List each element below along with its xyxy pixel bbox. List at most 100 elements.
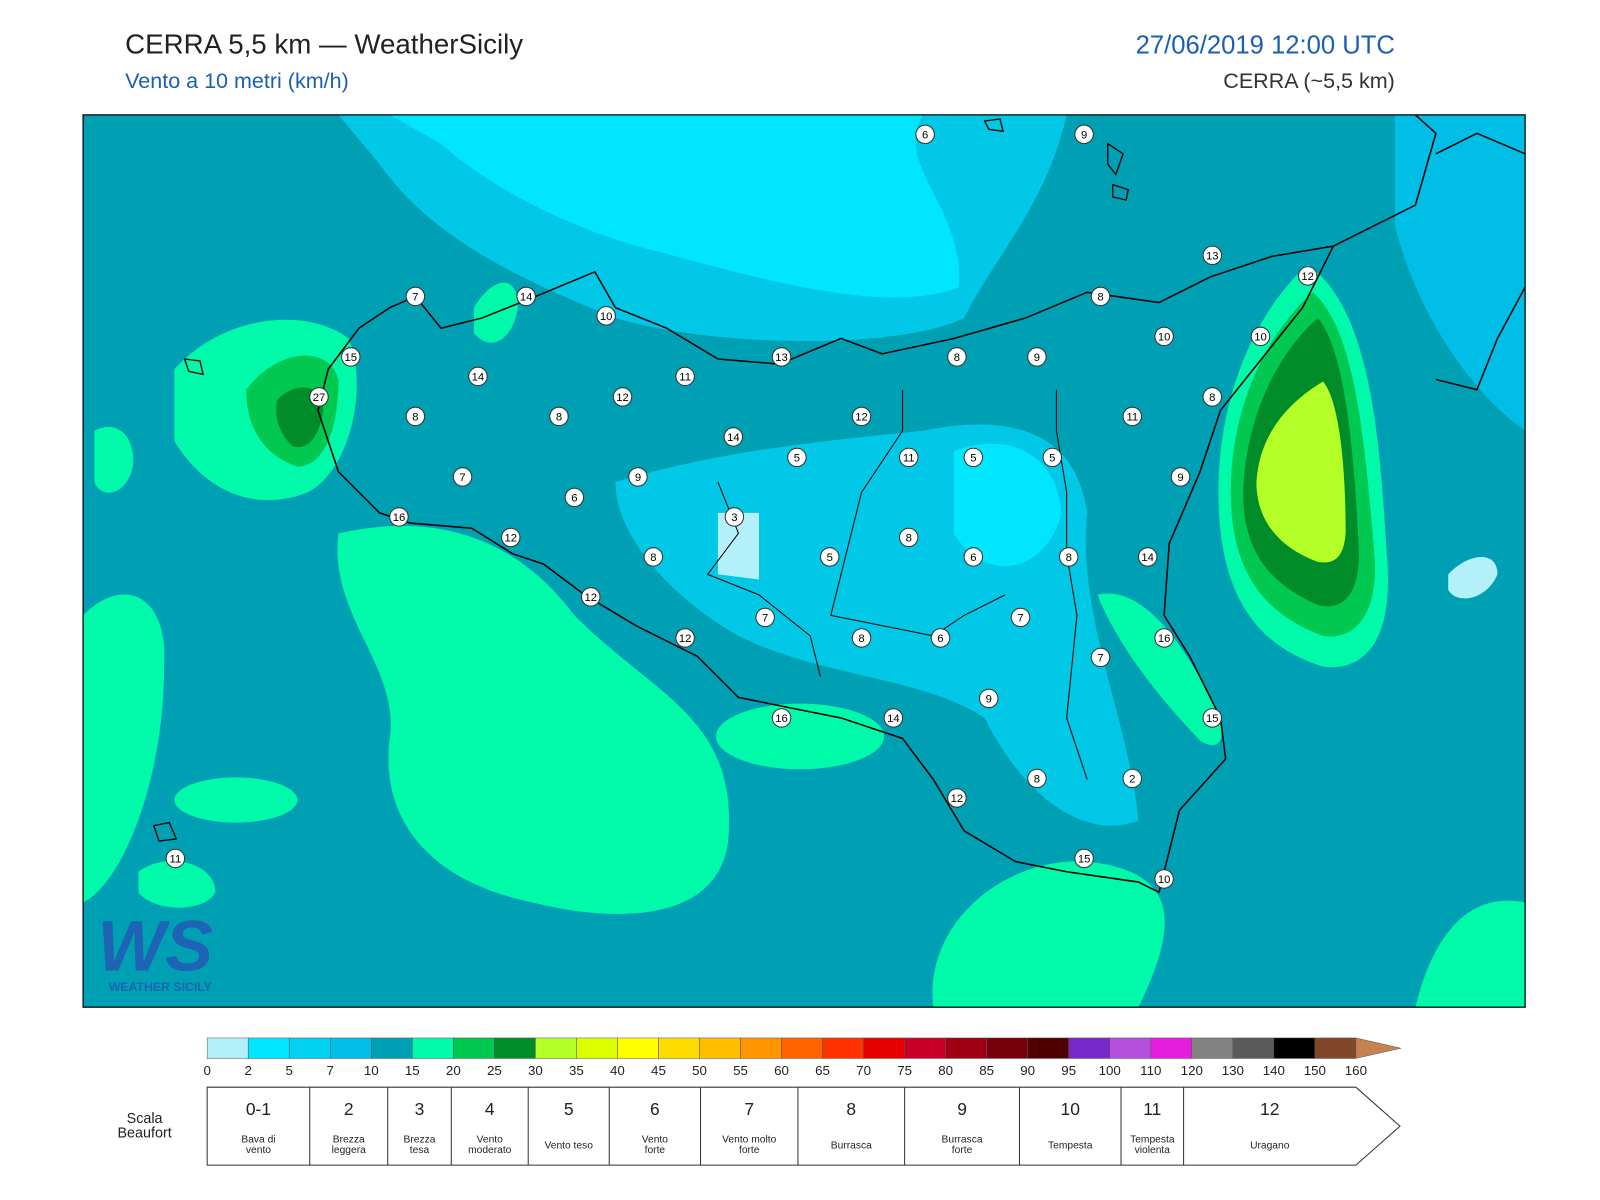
station-marker: [1154, 326, 1174, 347]
station-value: 14: [887, 713, 900, 725]
station-marker: [501, 527, 521, 548]
colorbar-tick-label: 110: [1140, 1063, 1161, 1078]
station-value: 5: [794, 453, 800, 465]
station-value: 27: [313, 392, 326, 404]
colorbar-segment: [617, 1037, 659, 1059]
title: CERRA 5,5 km — WeatherSicily: [125, 28, 523, 59]
colorbar-segment: [1109, 1037, 1152, 1059]
field-zone: [1415, 900, 1526, 1008]
colorbar-segment: [1273, 1037, 1316, 1059]
station-marker: [1027, 768, 1047, 789]
station-marker: [516, 286, 536, 307]
station-value: 9: [986, 694, 992, 706]
colorbar-segment: [453, 1037, 495, 1059]
beaufort-frame: [206, 1086, 1401, 1166]
coastline: [317, 245, 1335, 894]
beaufort-force: 12: [1260, 1099, 1279, 1119]
station-marker: [549, 406, 569, 427]
beaufort-force: 4: [485, 1099, 495, 1119]
station-marker: [1170, 467, 1191, 487]
station-marker: [898, 447, 919, 468]
station-value: 7: [459, 472, 465, 484]
station-value: 8: [954, 352, 960, 364]
station-marker: [1027, 347, 1047, 367]
station-value: 12: [616, 392, 629, 404]
beaufort-force: 8: [846, 1099, 856, 1119]
beaufort-name: Brezza: [333, 1135, 365, 1146]
station-value: 8: [1034, 774, 1040, 786]
station-marker: [915, 124, 935, 145]
station-value: 16: [775, 713, 788, 725]
station-marker: [724, 507, 745, 527]
station-value: 7: [1097, 653, 1103, 665]
colorbar-segment: [904, 1037, 946, 1059]
station-marker: [628, 467, 648, 487]
station-value: 2: [1129, 774, 1135, 786]
station-value: 11: [1126, 412, 1138, 424]
station-marker: [675, 628, 695, 648]
colorbar-tick-label: 90: [1020, 1063, 1035, 1078]
station-marker: [309, 387, 329, 407]
beaufort-name: Vento: [477, 1135, 504, 1146]
station-value: 12: [505, 533, 518, 545]
station-value: 10: [1158, 332, 1171, 344]
station-marker: [947, 788, 967, 808]
colorbar-tick-label: 0: [203, 1063, 210, 1078]
beaufort-force: 2: [344, 1099, 354, 1119]
colorbar-tick-label: 30: [528, 1063, 543, 1078]
colorbar-segment: [247, 1037, 290, 1059]
colorbar-tick-label: 25: [487, 1063, 502, 1078]
station-marker: [564, 487, 585, 508]
station-value: 5: [1049, 453, 1055, 465]
station-value: 13: [1206, 250, 1219, 262]
station-value: 8: [412, 412, 418, 424]
station-value: 12: [951, 793, 964, 805]
beaufort-name: leggera: [332, 1145, 366, 1156]
colorbar-segment: [412, 1037, 454, 1059]
station-value: 14: [472, 372, 485, 384]
beaufort-force: 10: [1061, 1099, 1081, 1119]
colorbar-tick-label: 140: [1263, 1063, 1285, 1078]
colorbar-tick-label: 5: [286, 1063, 293, 1078]
colorbar-segment: [494, 1037, 536, 1059]
station-value: 13: [775, 352, 788, 364]
station-value: 14: [1141, 552, 1154, 564]
beaufort-name: Uragano: [1250, 1141, 1290, 1152]
colorbar-segment: [986, 1037, 1028, 1059]
colorbar-tick-label: 130: [1222, 1063, 1244, 1078]
beaufort-name: Tempesta: [1048, 1141, 1093, 1152]
station-marker: [1202, 245, 1223, 266]
colorbar-tick-label: 10: [364, 1063, 379, 1078]
colorbar-tick-label: 120: [1181, 1063, 1203, 1078]
station-marker: [947, 347, 967, 367]
station-marker: [963, 447, 984, 468]
colorbar-segment: [576, 1037, 618, 1059]
colorbar-segment: [1068, 1037, 1110, 1059]
field-zone: [932, 861, 1165, 1008]
colorbar-segment: [371, 1037, 413, 1059]
colorbar-tick-label: 100: [1099, 1063, 1121, 1078]
beaufort-name: forte: [739, 1145, 760, 1156]
station-marker: [1010, 607, 1031, 628]
beaufort-force: 7: [744, 1099, 754, 1119]
field-zone: [83, 594, 165, 903]
station-marker: [165, 848, 186, 869]
station-marker: [1250, 326, 1271, 347]
beaufort-force: 9: [957, 1099, 967, 1119]
colorbar-segment: [329, 1037, 372, 1059]
station-value: 8: [556, 412, 562, 424]
colorbar-segment: [945, 1037, 987, 1059]
colorbar-tick-label: 55: [733, 1063, 748, 1078]
colorbar-tick-label: 150: [1304, 1063, 1326, 1078]
beaufort-name: Tempesta: [1130, 1135, 1175, 1146]
beaufort-name: violenta: [1135, 1145, 1171, 1156]
station-value: 10: [600, 311, 613, 323]
colorbar-tick-label: 45: [651, 1063, 666, 1078]
station-marker: [389, 507, 409, 527]
colorbar-tick-label: 15: [405, 1063, 420, 1078]
station-value: 3: [731, 512, 737, 524]
colorbar-tick-label: 7: [327, 1063, 334, 1078]
station-marker: [1154, 869, 1174, 889]
station-marker: [930, 628, 951, 648]
colorbar-tick-label: 50: [692, 1063, 707, 1078]
